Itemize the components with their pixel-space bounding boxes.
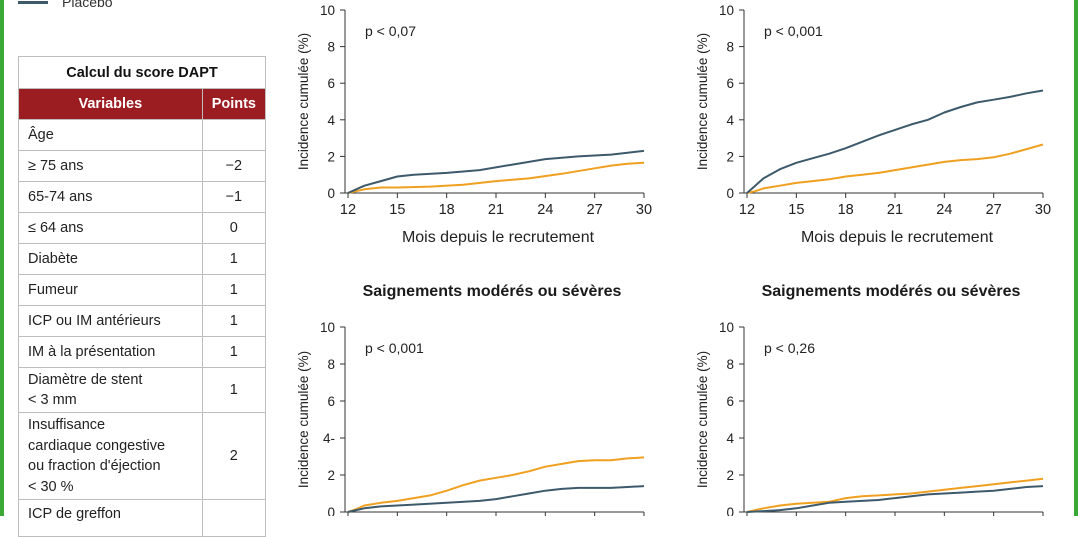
row-points: 1 [201, 243, 267, 275]
y-tick-label: 6 [726, 394, 734, 409]
y-tick-label: 8 [327, 357, 335, 372]
table-row: ≥ 75 ans −2 [18, 150, 267, 182]
chart-title: Saignements modérés ou sévères [363, 283, 622, 300]
y-tick-label: 0 [726, 186, 734, 201]
y-tick-label: 2 [726, 149, 734, 164]
y-tick-label: 6 [327, 394, 335, 409]
y-tick-label: 4- [323, 431, 335, 446]
x-tick-label: 27 [587, 202, 603, 218]
y-tick-label: 0 [327, 186, 335, 201]
y-tick-label: 4 [327, 113, 335, 128]
row-points: 0 [201, 212, 267, 244]
y-tick-label: 10 [320, 3, 335, 18]
x-tick-label: 18 [838, 202, 854, 218]
legend-swatch-placebo [18, 0, 48, 4]
row-points [201, 119, 267, 151]
y-tick-label: 4 [726, 113, 734, 128]
y-tick-label: 10 [719, 3, 734, 18]
y-tick-label: 0 [327, 505, 335, 516]
row-label-multiline: Diamètre de stent < 3 mm [18, 367, 203, 413]
y-axis-label: Incidence cumulée (%) [296, 33, 311, 170]
x-axis-label: Mois depuis le recrutement [402, 229, 595, 246]
x-axis-label: Mois depuis le recrutement [801, 229, 994, 246]
dapt-score-table: Calcul du score DAPT Variables Points Âg… [18, 56, 267, 537]
row-label: ≤ 64 ans [18, 212, 203, 244]
p-value-annotation: p < 0,07 [365, 23, 416, 39]
series-line-placebo [746, 89, 1044, 194]
x-tick-label: 18 [439, 202, 455, 218]
legend-label-placebo: Placebo [62, 0, 113, 10]
x-tick-label: 21 [488, 202, 504, 218]
table-row: Âge [18, 119, 267, 151]
y-axis-label: Incidence cumulée (%) [695, 351, 710, 488]
y-tick-label: 6 [726, 76, 734, 91]
y-tick-label: 6 [327, 76, 335, 91]
row-points: 2 [201, 412, 267, 500]
chart-title: Saignements modérés ou sévères [762, 283, 1021, 300]
x-tick-label: 30 [1035, 202, 1051, 218]
series-line-thienopyridine [746, 143, 1044, 194]
header-variables: Variables [18, 88, 203, 120]
row-label-multiline: Insuffisance cardiaque congestive ou fra… [18, 412, 203, 500]
y-tick-label: 0 [726, 505, 734, 516]
series-line-thienopyridine [347, 456, 645, 513]
table-row: 65-74 ans −1 [18, 181, 267, 213]
series-line-thienopyridine [746, 477, 1044, 513]
y-tick-label: 2 [327, 149, 335, 164]
x-tick-label: 24 [537, 202, 553, 218]
y-tick-label: 8 [726, 357, 734, 372]
row-points: −1 [201, 181, 267, 213]
table-row: Diabète 1 [18, 243, 267, 275]
p-value-annotation: p < 0,001 [764, 23, 823, 39]
x-tick-label: 12 [340, 202, 356, 218]
chart-panel-4: Saignements modérés ou sévères 0 2 4 6 8 10 Inc… [695, 283, 1044, 516]
table-row: Diamètre de stent < 3 mm 1 [18, 367, 267, 413]
x-tick-label: 24 [936, 202, 952, 218]
y-tick-label: 2 [726, 468, 734, 483]
x-tick-label: 15 [788, 202, 804, 218]
p-value-annotation: p < 0,001 [365, 340, 424, 356]
table-row: ≤ 64 ans 0 [18, 212, 267, 244]
y-tick-label: 10 [719, 320, 734, 335]
y-tick-label: 2 [327, 468, 335, 483]
table-row: Insuffisance cardiaque congestive ou fra… [18, 412, 267, 500]
series-line-placebo [347, 149, 645, 194]
table-row: IM à la présentation 1 [18, 336, 267, 368]
y-tick-label: 8 [327, 40, 335, 55]
y-tick-label: 8 [726, 40, 734, 55]
row-points: 1 [201, 367, 267, 413]
row-points: −2 [201, 150, 267, 182]
left-border [0, 0, 4, 516]
y-tick-label: 10 [320, 320, 335, 335]
chart-panel-3: Saignements modérés ou sévères 0 2 4- 6 8 10 In… [296, 283, 645, 516]
table-row: ICP ou IM antérieurs 1 [18, 305, 267, 337]
right-border [1074, 0, 1078, 516]
p-value-annotation: p < 0,26 [764, 340, 815, 356]
row-points: 1 [201, 305, 267, 337]
row-label: IM à la présentation [18, 336, 203, 368]
series-line-placebo [347, 485, 645, 513]
row-label: Diabète [18, 243, 203, 275]
table-row: Fumeur 1 [18, 274, 267, 306]
x-tick-label: 21 [887, 202, 903, 218]
y-axis-label: Incidence cumulée (%) [695, 33, 710, 170]
row-label: Fumeur [18, 274, 203, 306]
series-line-placebo [746, 485, 1044, 513]
x-tick-label: 27 [986, 202, 1002, 218]
legend: Placebo [18, 0, 113, 12]
row-label: 65-74 ans [18, 181, 203, 213]
x-tick-label: 12 [739, 202, 755, 218]
y-tick-label: 4 [726, 431, 734, 446]
header-points: Points [201, 88, 267, 120]
series-line-thienopyridine [347, 161, 645, 194]
x-tick-label: 30 [636, 202, 652, 218]
x-tick-label: 15 [389, 202, 405, 218]
y-axis-label: Incidence cumulée (%) [296, 351, 311, 488]
